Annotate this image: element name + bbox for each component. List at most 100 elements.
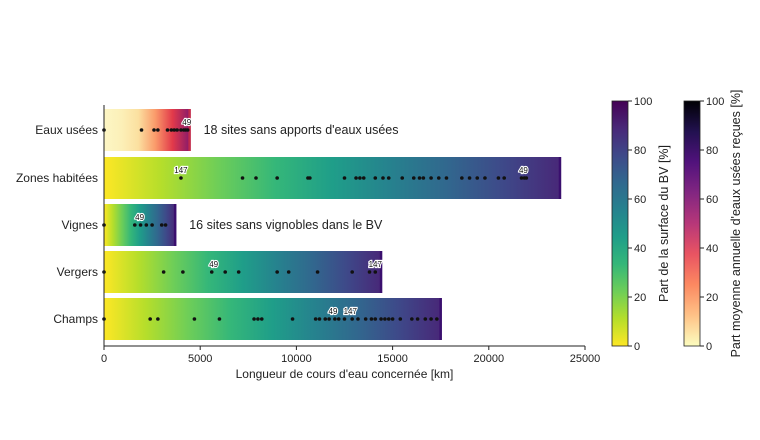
site-point [467,176,472,180]
x-tick-label: 15000 [377,353,408,365]
category-label-zones-habitees: Zones habitées [16,171,98,185]
colorbar-surface [611,100,629,347]
site-point [333,317,337,321]
site-point [410,317,414,321]
colorbars: 0 20 40 60 80 100 Part de la surface du BV [%]… [611,90,743,358]
site-point [460,176,464,180]
colorbar-surface-tick-label: 20 [634,292,646,304]
site-point [379,317,383,321]
site-point [172,128,177,132]
colorbar-eaux-tick-label: 20 [706,292,718,304]
site-point [421,176,426,180]
x-tick-label: 20000 [474,353,505,365]
site-point [317,317,322,321]
site-point [496,176,501,180]
site-point [369,317,374,321]
site-point [139,128,144,132]
site-point [209,270,214,274]
site-point [165,128,170,132]
site-point [361,176,366,180]
site-label: 49 [519,166,528,175]
site-point [179,176,183,180]
site-point [256,317,260,321]
x-tick-label: 10000 [281,353,312,365]
site-point [315,270,320,274]
site-point [152,128,156,132]
site-point [524,176,529,180]
site-point [373,270,378,274]
site-point [358,176,362,180]
colorbar-eaux [683,100,701,347]
category-label-champs: Champs [53,312,98,326]
site-point [181,270,185,274]
site-point [138,223,143,227]
category-labels: Eaux usées 18 sites sans apports d'eaux u… [16,123,399,326]
colorbar-eaux-tick-label: 100 [706,96,724,108]
site-point [290,317,295,321]
colorbar-surface-tick-label: 60 [634,194,646,206]
colorbar-eaux-label: Part moyenne annuelle d'eaux usées reçue… [729,90,743,358]
site-point [429,176,433,180]
site-point [386,176,391,180]
annotation-eaux-usees: 18 sites sans apports d'eaux usées [204,123,399,137]
x-axis-label: Longueur de cours d'eau concernée [km] [236,367,454,381]
site-point [363,317,368,321]
site-point [444,176,449,180]
x-tick-label: 25000 [570,353,601,365]
site-point [161,270,166,274]
site-point [390,317,395,321]
bar-zones-habitees [104,157,560,199]
x-tick-label: 0 [101,353,107,365]
colorbar-surface-tick-label: 100 [634,96,652,108]
site-label: 49 [209,260,218,269]
site-points-layer: 49 147 49 49 49 147 49 147 [102,117,530,321]
site-point [417,176,422,180]
site-point [217,317,222,321]
colorbar-eaux-tick-label: 0 [706,341,712,353]
colorbar-eaux-tick-label: 80 [706,145,718,157]
site-point [313,317,318,321]
site-point [159,223,164,227]
site-point [156,317,160,321]
site-point [286,270,291,274]
site-point [144,223,149,227]
colorbar-eaux-tick-label: 60 [706,194,718,206]
category-label-vignes: Vignes [62,218,98,232]
site-point [327,317,331,321]
x-tick-label: 5000 [188,353,212,365]
site-label: 49 [329,307,338,316]
annotation-vignes: 16 sites sans vignobles dans le BV [189,218,383,232]
site-point [252,317,256,321]
bar-vergers [104,251,382,293]
site-point [436,176,441,180]
site-point [386,317,391,321]
site-point [342,176,347,180]
site-point [367,270,372,274]
colorbar-surface-tick-label: 80 [634,145,646,157]
site-point [132,223,137,227]
site-point [275,270,279,274]
site-point [383,317,387,321]
site-point [163,223,168,227]
site-label: 147 [344,307,358,316]
site-point [423,317,428,321]
site-point [150,223,154,227]
site-point [236,270,241,274]
site-point [342,317,347,321]
site-label: 49 [182,118,191,127]
colorbar-surface-tick-label: 40 [634,243,646,255]
site-point [156,128,160,132]
x-axis: 0 5000 10000 15000 20000 25000 Longueur de cou… [101,105,600,381]
site-point [308,176,312,180]
site-point [400,176,405,180]
site-point [336,317,341,321]
colorbar-surface-label: Part de la surface du BV [%] [657,145,671,302]
site-point [350,270,354,274]
site-point [259,317,264,321]
site-point [415,317,420,321]
site-point [350,317,354,321]
site-point [435,317,439,321]
site-point [185,128,190,132]
site-point [475,176,480,180]
